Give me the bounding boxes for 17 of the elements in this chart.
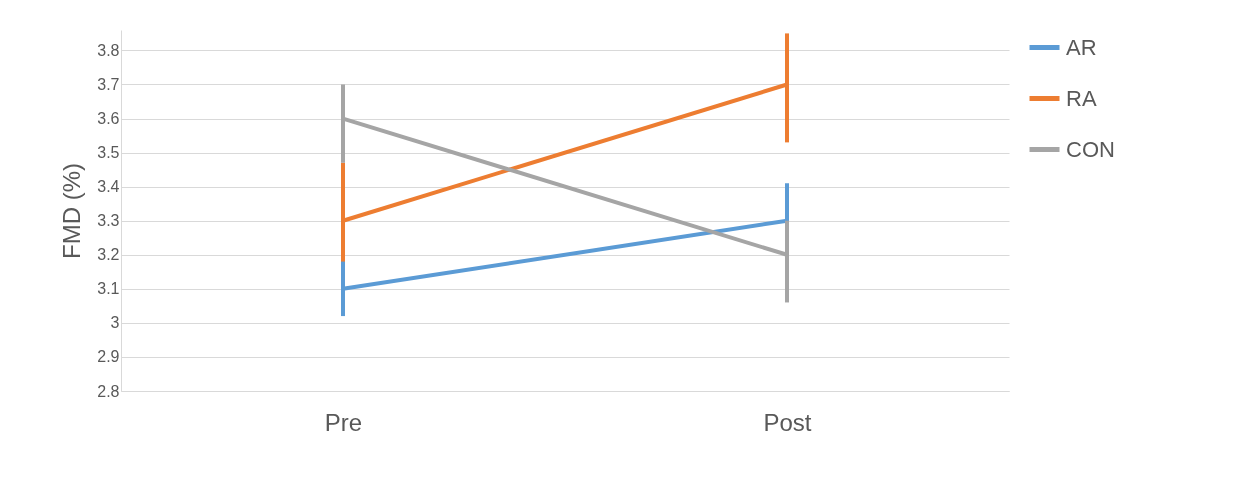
y-tick-label: 3 [110,314,120,332]
y-tick-label: 3.1 [97,280,120,298]
legend-label: CON [1066,136,1115,162]
y-tick-label: 3.2 [97,246,120,264]
x-tick-label: Pre [324,408,363,436]
y-tick-label: 3.5 [97,144,120,162]
x-tick-label: Post [763,408,812,436]
y-tick-label: 2.9 [97,348,120,366]
y-tick-label: 3.8 [97,41,120,59]
y-tick-label: 3.6 [97,110,120,128]
y-axis-title: FMD (%) [58,163,86,259]
y-tick-label: 3.7 [97,75,120,93]
legend-label: AR [1066,34,1097,60]
legend-label: RA [1066,85,1097,111]
y-tick-label: 2.8 [97,382,120,400]
y-tick-label: 3.4 [97,178,120,196]
y-tick-label: 3.3 [97,212,120,230]
